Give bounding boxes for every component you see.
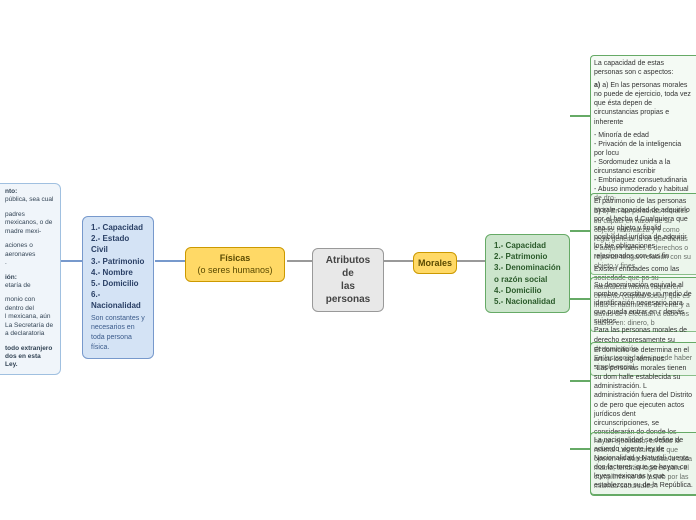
morales-item-3: 3.- Denominación o razón social — [494, 262, 561, 284]
lp-t7: dentro del — [5, 305, 55, 313]
morales-list: 1.- Capacidad 2.- Patrimonio 3.- Denomin… — [485, 234, 570, 313]
rb-denom1: Su denominación equivale al nombre const… — [594, 281, 693, 326]
lp-t3: aciones o aeronaves — [5, 242, 55, 259]
center-line2: las personas — [321, 280, 375, 306]
lp-t2: padres mexicanos, o de madre mexi- — [5, 211, 55, 236]
rb-cap2a: a) a) En las personas morales no puede d… — [594, 81, 693, 126]
fisicas-item-4: 4.- Nombre — [91, 267, 145, 278]
lp-h1: nto: — [5, 188, 55, 196]
morales-label: Morales — [418, 258, 452, 268]
rb-pat1: El patrimonio de las personas morale cap… — [594, 197, 693, 261]
fisicas-item-6: 6.- Nacionalidad — [91, 289, 145, 311]
fisicas-item-2: 2.- Estado Civil — [91, 233, 145, 255]
fisicas-item-3: 3.- Patrimonio — [91, 256, 145, 267]
fisicas-title: Físicas — [194, 253, 276, 265]
morales-item-1: 1.- Capacidad — [494, 240, 561, 251]
lp-t10: a declaratoria — [5, 330, 55, 338]
lp-t4: . — [5, 259, 55, 267]
rb-dom1: El domicilio se determina en el artícu l… — [594, 346, 693, 364]
fisicas-list: 1.- Capacidad 2.- Estado Civil 3.- Patri… — [82, 216, 154, 359]
morales-item-2: 2.- Patrimonio — [494, 251, 561, 262]
morales-node: Morales — [413, 252, 457, 274]
lp-b2: dos en esta Ley. — [5, 353, 55, 370]
lp-t9: La Secretaría de — [5, 322, 55, 330]
rb-cap2b1: - Minoría de edad — [594, 131, 693, 140]
right-block-nacionalidad: La nacionalidad se define de acuerdo vig… — [590, 432, 696, 495]
center-line1: Atributos de — [321, 254, 375, 280]
fisicas-node: Físicas (o seres humanos) — [185, 247, 285, 282]
center-node: Atributos de las personas — [312, 248, 384, 312]
fisicas-subtext: Son constantes y necesarios en toda pers… — [91, 314, 145, 353]
fisicas-item-1: 1.- Capacidad — [91, 222, 145, 233]
fisicas-item-5: 5.- Domicilio — [91, 278, 145, 289]
lp-t8: l mexicana, aún — [5, 313, 55, 321]
rb-cap2b2: - Privación de la inteligencia por locu — [594, 140, 693, 158]
lp-t1: pública, sea cual — [5, 196, 55, 204]
fisicas-subtitle: (o seres humanos) — [194, 265, 276, 277]
rb-cap1: La capacidad de estas personas son c asp… — [594, 59, 693, 77]
rb-nac1: La nacionalidad se define de acuerdo vig… — [594, 436, 693, 491]
lp-t5: etaría de — [5, 282, 55, 290]
lp-t6: monio con — [5, 296, 55, 304]
morales-item-5: 5.- Nacionalidad — [494, 296, 561, 307]
rb-cap2b4: - Embriaguez consuetudinaria — [594, 176, 693, 185]
rb-cap2b3: - Sordomudez unida a la circunstanci esc… — [594, 158, 693, 176]
lp-b1: todo extranjero — [5, 345, 55, 353]
morales-item-4: 4.- Domicilio — [494, 285, 561, 296]
lp-h2: ión: — [5, 274, 55, 282]
left-panel: nto: pública, sea cual padres mexicanos,… — [0, 183, 61, 375]
